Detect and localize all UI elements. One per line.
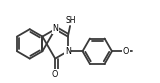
Text: N: N	[65, 47, 71, 56]
Text: O: O	[123, 47, 129, 56]
Text: O: O	[52, 70, 58, 79]
Text: SH: SH	[65, 16, 76, 25]
Text: N: N	[52, 24, 58, 33]
